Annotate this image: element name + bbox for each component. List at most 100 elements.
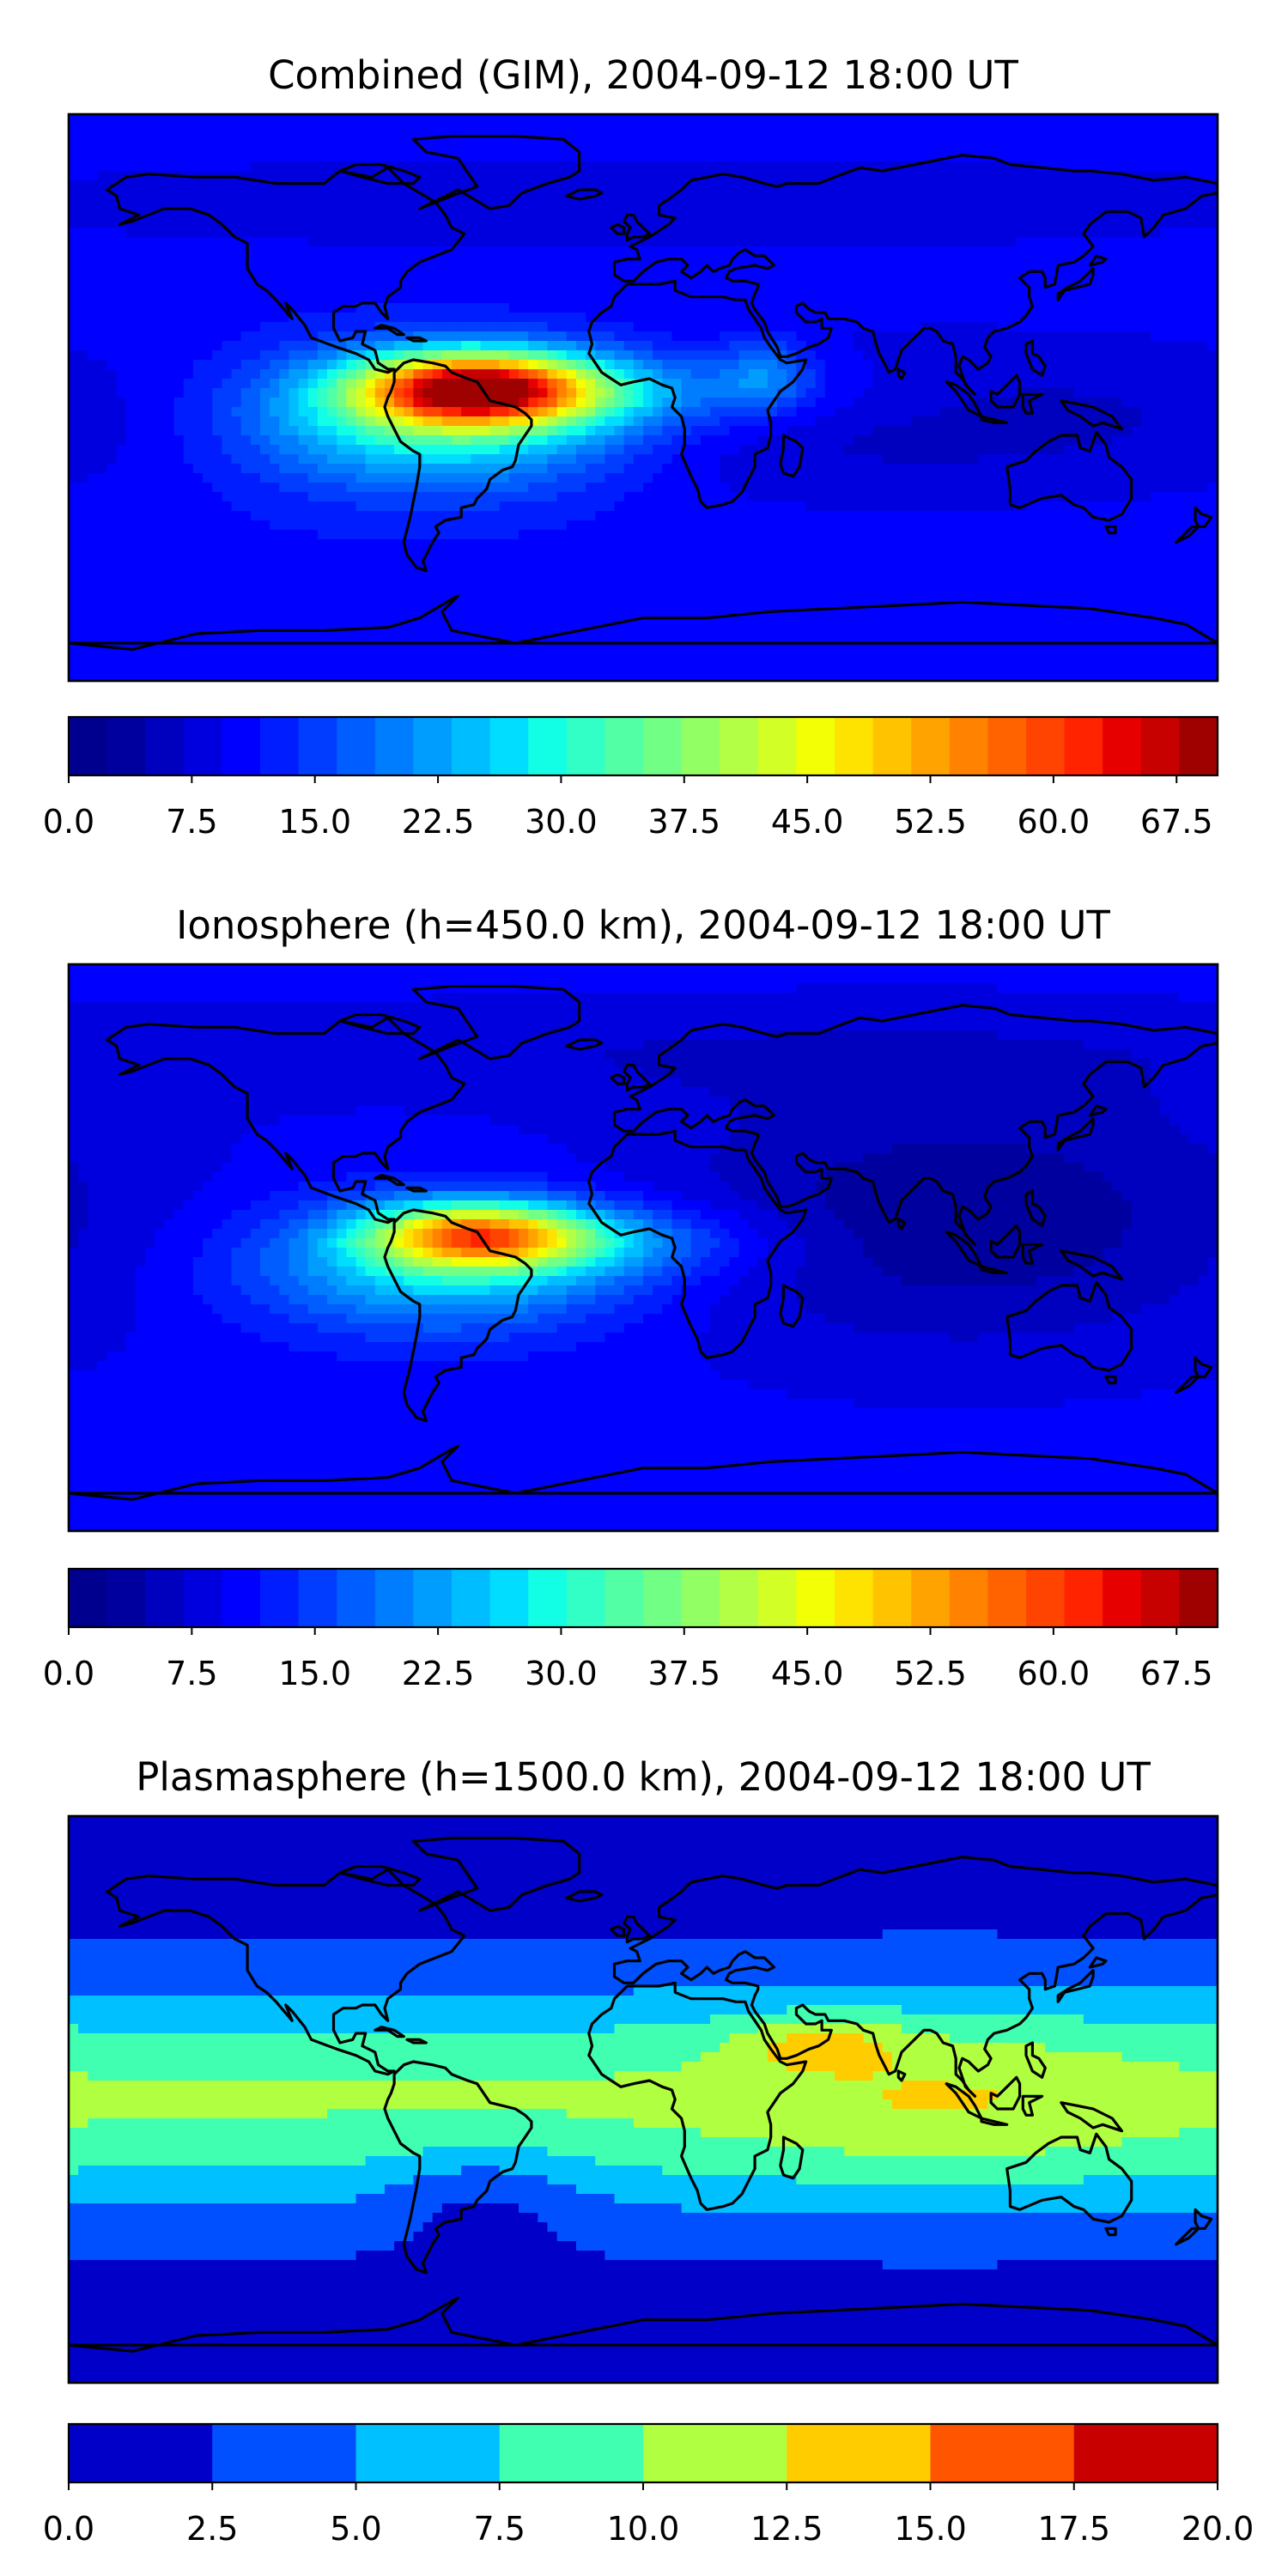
heatmap-cell xyxy=(911,322,922,332)
heatmap-cell xyxy=(1121,303,1133,313)
heatmap-cell xyxy=(88,152,99,162)
heatmap-cell xyxy=(538,265,549,276)
heatmap-cell xyxy=(289,237,300,247)
heatmap-cell xyxy=(997,341,1008,351)
heatmap-cell xyxy=(183,483,194,493)
heatmap-cell xyxy=(1054,350,1066,361)
heatmap-cell xyxy=(480,161,491,172)
heatmap-cell xyxy=(125,426,137,436)
heatmap-cell xyxy=(710,275,720,285)
heatmap-cell xyxy=(222,161,233,172)
heatmap-cell xyxy=(192,209,204,219)
heatmap-cell xyxy=(1160,133,1170,143)
heatmap-cell xyxy=(519,369,529,380)
heatmap-cell xyxy=(815,369,826,380)
heatmap-cell xyxy=(854,454,865,465)
heatmap-cell xyxy=(192,322,204,332)
heatmap-cell xyxy=(384,398,395,408)
heatmap-cell xyxy=(155,379,166,389)
heatmap-cell xyxy=(136,501,146,512)
heatmap-cell xyxy=(1198,114,1209,125)
heatmap-cell xyxy=(681,331,692,342)
heatmap-cell xyxy=(854,350,865,361)
heatmap-field xyxy=(69,114,1218,681)
heatmap-cell xyxy=(480,492,491,502)
heatmap-cell xyxy=(872,473,884,483)
heatmap-cell xyxy=(595,246,606,257)
heatmap-cell xyxy=(681,246,692,257)
heatmap-cell xyxy=(136,322,146,332)
heatmap-cell xyxy=(116,435,127,446)
heatmap-cell xyxy=(298,218,309,228)
heatmap-cell xyxy=(471,209,482,219)
heatmap-cell xyxy=(835,322,845,332)
heatmap-cell xyxy=(835,143,845,153)
heatmap-cell xyxy=(106,114,118,125)
heatmap-cell xyxy=(145,284,156,295)
heatmap-cell xyxy=(681,492,692,502)
heatmap-cell xyxy=(346,209,357,219)
heatmap-cell xyxy=(653,416,663,427)
heatmap-cell xyxy=(1103,473,1114,483)
heatmap-cell xyxy=(605,143,616,153)
heatmap-cell xyxy=(88,313,99,323)
heatmap-cell xyxy=(355,369,367,380)
heatmap-cell xyxy=(183,501,194,512)
heatmap-cell xyxy=(538,284,549,295)
heatmap-cell xyxy=(1054,152,1066,162)
heatmap-cell xyxy=(643,313,653,323)
heatmap-cell xyxy=(978,492,989,502)
heatmap-cell xyxy=(508,143,519,153)
heatmap-cell xyxy=(69,256,79,266)
heatmap-cell xyxy=(317,161,328,172)
heatmap-cell xyxy=(97,464,108,474)
heatmap-cell xyxy=(365,228,376,238)
heatmap-cell xyxy=(844,388,854,398)
heatmap-cell xyxy=(240,483,252,493)
heatmap-cell xyxy=(88,350,99,361)
heatmap-cell xyxy=(1140,492,1151,502)
heatmap-cell xyxy=(365,152,376,162)
heatmap-cell xyxy=(653,171,663,181)
heatmap-cell xyxy=(872,228,884,238)
heatmap-cell xyxy=(270,398,280,408)
heatmap-cell xyxy=(844,464,854,474)
heatmap-cell xyxy=(240,303,252,313)
heatmap-cell xyxy=(298,303,309,313)
heatmap-cell xyxy=(394,483,404,493)
heatmap-cell xyxy=(633,180,644,191)
heatmap-cell xyxy=(1207,124,1218,134)
heatmap-cell xyxy=(1112,237,1123,247)
heatmap-cell xyxy=(116,388,127,398)
heatmap-cell xyxy=(337,265,348,276)
heatmap-cell xyxy=(173,322,185,332)
heatmap-cell xyxy=(978,265,989,276)
heatmap-cell xyxy=(835,464,845,474)
heatmap-cell xyxy=(106,265,118,276)
heatmap-cell xyxy=(556,407,568,417)
heatmap-cell xyxy=(671,454,683,465)
heatmap-cell xyxy=(1026,426,1036,436)
heatmap-cell xyxy=(614,331,625,342)
heatmap-cell xyxy=(1131,435,1142,446)
heatmap-cell xyxy=(748,246,759,257)
heatmap-cell xyxy=(575,294,586,304)
heatmap-cell xyxy=(97,369,108,380)
heatmap-cell xyxy=(413,209,424,219)
heatmap-cell xyxy=(1160,360,1170,370)
heatmap-cell xyxy=(872,350,884,361)
heatmap-cell xyxy=(1112,284,1123,295)
heatmap-cell xyxy=(489,388,501,398)
heatmap-cell xyxy=(930,143,941,153)
heatmap-cell xyxy=(441,143,453,153)
heatmap-cell xyxy=(863,350,874,361)
heatmap-cell xyxy=(145,256,156,266)
heatmap-cell xyxy=(327,228,337,238)
heatmap-cell xyxy=(547,218,558,228)
heatmap-cell xyxy=(538,407,549,417)
heatmap-cell xyxy=(1016,416,1027,427)
heatmap-cell xyxy=(575,483,586,493)
heatmap-cell xyxy=(145,435,156,446)
heatmap-cell xyxy=(355,416,367,427)
heatmap-cell xyxy=(432,190,443,200)
